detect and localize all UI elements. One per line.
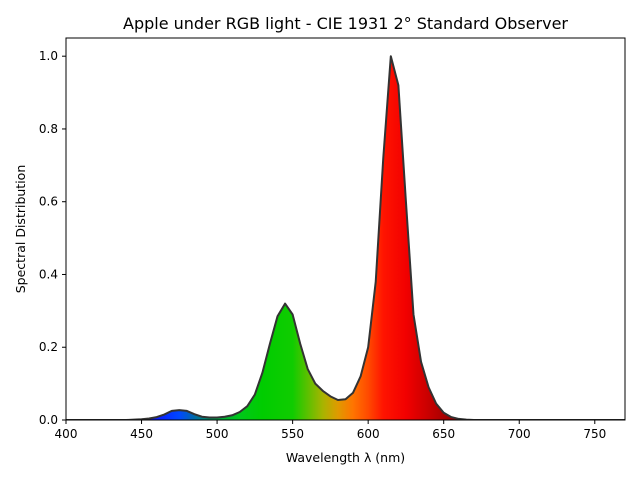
x-tick-label: 550 xyxy=(281,427,304,441)
x-tick-label: 700 xyxy=(508,427,531,441)
y-tick-label: 0.2 xyxy=(39,340,58,354)
y-tick-label: 0.4 xyxy=(39,267,58,281)
x-tick-label: 600 xyxy=(357,427,380,441)
plot-frame xyxy=(65,37,626,421)
y-tick-label: 0.8 xyxy=(39,122,58,136)
y-tick-label: 0.6 xyxy=(39,195,58,209)
y-axis-label: Spectral Distribution xyxy=(13,165,28,294)
x-tick-label: 450 xyxy=(130,427,153,441)
x-tick-label: 400 xyxy=(55,427,78,441)
spectral-area xyxy=(66,56,625,420)
y-axis-ticks: 0.0 0.2 0.4 0.6 0.8 1.0 xyxy=(39,49,66,427)
y-tick-label: 1.0 xyxy=(39,49,58,63)
x-tick-label: 650 xyxy=(432,427,455,441)
chart-title: Apple under RGB light - CIE 1931 2° Stan… xyxy=(123,14,568,33)
plot-area xyxy=(66,55,625,420)
x-axis-ticks: 400 450 500 550 600 650 700 750 xyxy=(55,420,606,441)
y-tick-label: 0.0 xyxy=(39,413,58,427)
x-tick-label: 500 xyxy=(206,427,229,441)
x-tick-label: 750 xyxy=(583,427,606,441)
spectral-curve-line xyxy=(66,55,625,420)
x-axis-label: Wavelength λ (nm) xyxy=(286,450,405,465)
